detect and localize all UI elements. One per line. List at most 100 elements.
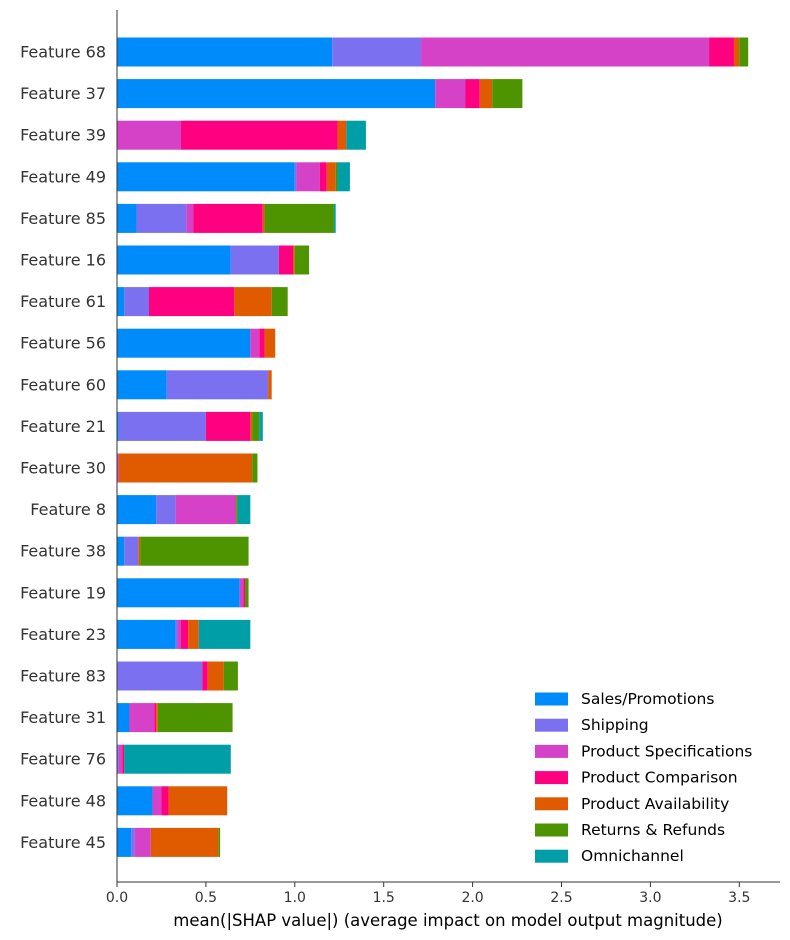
bar-segment-feature-48-sales-promotions xyxy=(117,786,153,816)
bar-segment-feature-16-sales-promotions xyxy=(117,245,231,275)
y-tick-label: Feature 39 xyxy=(20,126,106,145)
bar-segment-feature-8-product-specifications xyxy=(175,495,237,525)
y-tick-label: Feature 85 xyxy=(20,209,106,228)
bar-segment-feature-60-product-availability xyxy=(268,370,272,400)
y-tick-label: Feature 61 xyxy=(20,292,106,311)
x-tick-label: 2.0 xyxy=(461,890,483,906)
bar-segment-feature-21-returns-refunds xyxy=(252,411,260,441)
x-tick-label: 2.5 xyxy=(550,890,572,906)
bar-segment-feature-61-returns-refunds xyxy=(271,287,288,317)
bar-segment-feature-16-product-availability xyxy=(293,245,295,275)
bar-segment-feature-45-returns-refunds xyxy=(218,827,221,857)
bar-segment-feature-61-sales-promotions xyxy=(117,287,125,317)
bar-segment-feature-8-omnichannel xyxy=(237,495,251,525)
legend-label-product-availability: Product Availability xyxy=(581,795,729,813)
y-tick-label: Feature 83 xyxy=(20,667,106,686)
bar-segment-feature-8-sales-promotions xyxy=(117,495,157,525)
bar-segment-feature-85-product-comparison xyxy=(193,203,263,233)
y-tick-label: Feature 21 xyxy=(20,417,106,436)
y-tick-label: Feature 60 xyxy=(20,375,106,394)
legend-swatch-shipping xyxy=(535,718,568,732)
bar-segment-feature-19-product-comparison xyxy=(243,578,246,608)
bar-segment-feature-68-sales-promotions xyxy=(117,37,333,67)
legend-label-shipping: Shipping xyxy=(581,716,649,734)
bar-segment-feature-31-product-specifications xyxy=(129,703,155,733)
bar-segment-feature-68-product-availability xyxy=(733,37,740,67)
bar-segment-feature-21-shipping xyxy=(118,411,206,441)
bar-segment-feature-85-omnichannel xyxy=(333,203,336,233)
bar-segment-feature-85-returns-refunds xyxy=(264,203,334,233)
bar-segment-feature-56-product-availability xyxy=(264,328,276,358)
bar-segment-feature-68-returns-refunds xyxy=(739,37,749,67)
bar-segment-feature-48-product-specifications xyxy=(152,786,162,816)
bar-segment-feature-61-product-comparison xyxy=(149,287,235,317)
bar-segment-feature-76-omnichannel xyxy=(124,744,231,774)
bar-segment-feature-31-product-availability xyxy=(156,703,158,733)
bar-segment-feature-68-shipping xyxy=(332,37,422,67)
bar-segment-feature-37-product-comparison xyxy=(465,79,480,109)
bar-segment-feature-45-shipping xyxy=(131,827,135,857)
bar-segment-feature-19-product-specifications xyxy=(239,578,244,608)
legend-swatch-product-specifications xyxy=(535,744,568,758)
x-tick-label: 1.0 xyxy=(284,890,306,906)
bar-segment-feature-30-product-specifications xyxy=(117,453,119,483)
bar-segment-feature-16-shipping xyxy=(230,245,279,275)
legend-label-omnichannel: Omnichannel xyxy=(581,847,684,865)
bar-segment-feature-31-product-comparison xyxy=(154,703,157,733)
legend: Sales/Promotions Shipping Product Specific… xyxy=(535,690,752,865)
bar-segment-feature-21-sales-promotions xyxy=(117,411,119,441)
x-tick-label: 1.5 xyxy=(373,890,395,906)
bar-segment-feature-21-omnichannel xyxy=(259,411,263,441)
y-tick-label: Feature 19 xyxy=(20,583,106,602)
bar-segment-feature-30-product-availability xyxy=(118,453,253,483)
bar-segment-feature-38-product-availability xyxy=(138,536,141,566)
bar-segment-feature-49-shipping xyxy=(294,162,297,192)
bar-segment-feature-49-returns-refunds xyxy=(335,162,338,192)
x-axis-title: mean(|SHAP value|) (average impact on mo… xyxy=(173,911,723,930)
bar-segment-feature-31-sales-promotions xyxy=(117,703,130,733)
bar-segment-feature-60-sales-promotions xyxy=(117,370,167,400)
bar-segment-feature-49-omnichannel xyxy=(337,162,350,192)
bar-segment-feature-37-returns-refunds xyxy=(492,79,523,109)
bar-segment-feature-83-shipping xyxy=(117,661,203,691)
y-tick-label: Feature 68 xyxy=(20,43,106,62)
x-tick-label: 3.0 xyxy=(639,890,661,906)
x-tick-label: 3.5 xyxy=(728,890,750,906)
bar-segment-feature-68-product-comparison xyxy=(709,37,734,67)
bar-segment-feature-60-shipping xyxy=(166,370,269,400)
x-tick-label: 0.5 xyxy=(195,890,217,906)
bar-segment-feature-31-returns-refunds xyxy=(157,703,233,733)
y-tick-label: Feature 48 xyxy=(20,791,106,810)
bar-segment-feature-48-product-comparison xyxy=(161,786,169,816)
bar-segment-feature-37-product-specifications xyxy=(435,79,466,109)
bar-segment-feature-16-returns-refunds xyxy=(294,245,310,275)
bar-segment-feature-38-shipping xyxy=(124,536,139,566)
bar-segment-feature-21-product-availability xyxy=(250,411,253,441)
bar-segment-feature-61-product-availability xyxy=(234,287,272,317)
bar-segment-feature-85-shipping xyxy=(136,203,187,233)
legend-swatch-sales-promotions xyxy=(535,692,568,706)
axes-layer: Feature 68 Feature 37 Feature 39 Feature 49… xyxy=(20,10,780,930)
legend-swatch-product-availability xyxy=(535,797,568,811)
legend-swatch-returns-refunds xyxy=(535,823,568,837)
bar-segment-feature-23-product-comparison xyxy=(181,619,189,649)
bar-segment-feature-49-product-availability xyxy=(326,162,336,192)
bars-layer xyxy=(117,37,749,857)
bar-segment-feature-56-product-specifications xyxy=(250,328,260,358)
bar-segment-feature-37-sales-promotions xyxy=(117,79,436,109)
x-tick-label: 0.0 xyxy=(106,890,128,906)
bar-segment-feature-83-product-availability xyxy=(207,661,224,691)
y-tick-label: Feature 49 xyxy=(20,167,106,186)
bar-segment-feature-56-sales-promotions xyxy=(117,328,251,358)
y-tick-label: Feature 37 xyxy=(20,84,106,103)
bar-segment-feature-23-shipping xyxy=(175,619,178,649)
bar-segment-feature-68-product-specifications xyxy=(421,37,710,67)
y-tick-label: Feature 8 xyxy=(30,500,106,519)
bar-segment-feature-85-product-specifications xyxy=(186,203,194,233)
bar-segment-feature-19-returns-refunds xyxy=(245,578,249,608)
bar-segment-feature-76-product-comparison xyxy=(122,744,125,774)
y-tick-label: Feature 76 xyxy=(20,750,106,769)
bar-segment-feature-23-sales-promotions xyxy=(117,619,176,649)
